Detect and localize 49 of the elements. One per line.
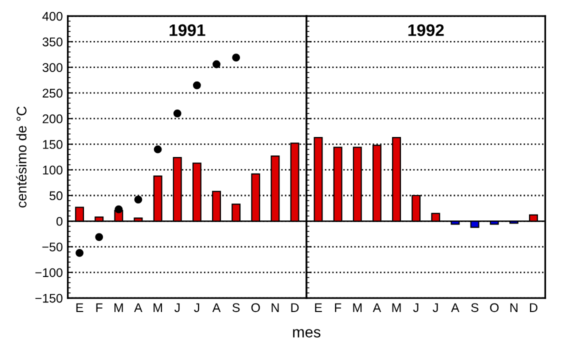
x-axis-title: mes	[293, 329, 320, 338]
y-axis-title: centésimo de °C	[16, 106, 26, 208]
chart-title: 1991	[170, 24, 206, 36]
point	[154, 145, 162, 154]
x-tick-label: J	[413, 303, 418, 312]
x-tick-label: A	[451, 303, 460, 312]
chart-title: 1992	[408, 24, 444, 36]
x-tick-label: E	[76, 303, 84, 312]
x-tick-label: J	[432, 303, 438, 312]
x-tick-label: F	[96, 303, 102, 312]
x-tick-label: E	[315, 303, 322, 312]
point	[212, 60, 220, 68]
x-tick-label: F	[335, 303, 342, 312]
x-tick-label: D	[291, 303, 299, 312]
y-tick-label: −50	[42, 242, 62, 252]
x-tick-label: J	[194, 303, 200, 312]
x-tick-label: S	[232, 303, 240, 312]
x-tick-label: O	[251, 303, 260, 312]
x-tick-label: M	[154, 303, 162, 312]
point	[173, 110, 182, 118]
y-tick-label: −150	[35, 294, 62, 303]
point	[114, 205, 123, 214]
x-tick-label: O	[490, 303, 499, 312]
x-tick-label: A	[134, 303, 142, 312]
x-tick-label: M	[114, 303, 123, 312]
y-tick-label: 50	[50, 191, 62, 200]
x-tick-label: A	[212, 303, 221, 312]
x-tick-label: M	[392, 303, 401, 312]
y-tick-label: 350	[42, 37, 62, 46]
point	[134, 196, 142, 204]
point	[192, 81, 201, 90]
x-tick-label: J	[174, 303, 180, 312]
point	[95, 233, 104, 241]
y-tick-label: 300	[42, 63, 62, 72]
y-tick-label: 150	[43, 140, 62, 149]
point	[232, 54, 240, 62]
y-tick-label: 400	[42, 12, 62, 21]
x-tick-label: S	[471, 303, 478, 312]
x-tick-label: N	[272, 303, 279, 312]
y-tick-label: −100	[35, 268, 62, 278]
y-tick-label: 250	[42, 88, 62, 98]
x-tick-label: M	[353, 303, 362, 312]
y-tick-label: 100	[43, 166, 62, 175]
x-tick-label: N	[510, 303, 518, 312]
y-tick-label: 200	[42, 114, 62, 124]
x-tick-label: A	[372, 303, 382, 312]
y-tick-label: 0	[56, 216, 62, 226]
point	[76, 248, 84, 257]
x-tick-label: D	[530, 303, 538, 312]
